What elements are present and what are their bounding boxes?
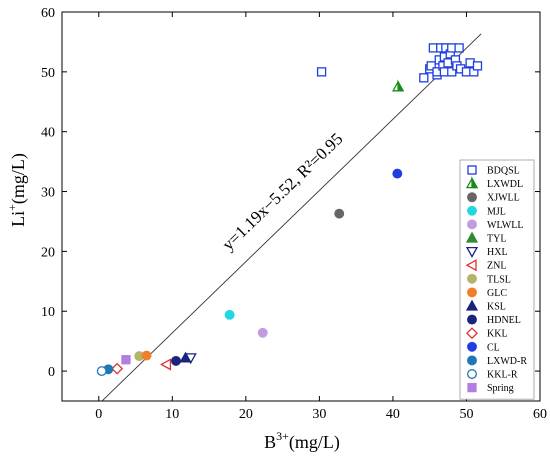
y-tick-label: 20	[41, 245, 55, 260]
legend-marker-kkl-r	[467, 369, 477, 379]
data-point-bdqsl	[472, 61, 483, 71]
y-axis-label: Li+(mg/L)	[5, 153, 29, 227]
legend-marker-lxwdl	[465, 176, 479, 189]
data-point-kkl	[111, 362, 124, 375]
legend-label-znl: ZNL	[487, 261, 506, 272]
legend-marker-glc	[467, 287, 477, 298]
legend-label-cl: CL	[487, 342, 500, 353]
data-point-znl	[160, 358, 172, 371]
legend-marker-bdqsl	[467, 165, 477, 175]
data-point-ksl	[179, 351, 192, 363]
legend-label-lxwdl: LXWDL	[487, 179, 523, 190]
legend-marker-cl	[467, 341, 477, 352]
legend-label-ksl: KSL	[487, 302, 506, 313]
x-tick-label: 50	[459, 407, 473, 422]
y-axis-label-sup: +	[5, 204, 19, 211]
data-point-cl	[392, 168, 403, 179]
legend-marker-ksl	[465, 299, 479, 311]
fit-line-equation: y=1.19x−5.52, R²=0.95	[218, 129, 346, 254]
legend-marker-tyl	[465, 231, 479, 243]
data-point-bdqsl	[447, 67, 457, 77]
x-axis-label-sup: 3+	[276, 429, 289, 443]
legend-label-lxwd-r: LXWD-R	[487, 356, 527, 367]
legend-label-bdqsl: BDQSL	[487, 166, 520, 177]
legend-marker-mjl	[467, 205, 477, 216]
legend-label-tyl: TYL	[487, 234, 506, 245]
legend-marker-tlsl	[467, 273, 477, 284]
legend-label-xjwll: XJWLL	[487, 193, 520, 204]
y-tick-label: 10	[41, 305, 55, 320]
data-point-xjwll	[334, 208, 345, 219]
legend-label-spring: Spring	[487, 383, 514, 394]
legend-label-wlwll: WLWLL	[487, 220, 523, 231]
x-tick-label: 10	[165, 407, 179, 422]
legend-label-kkl-r: KKL-R	[487, 370, 518, 381]
y-axis-label-unit: (mg/L)	[8, 153, 29, 204]
y-tick-label: 30	[41, 186, 55, 201]
fit-line	[102, 33, 482, 401]
y-axis-label-base: Li	[8, 211, 28, 227]
x-axis-label-base: B	[264, 432, 276, 452]
legend-label-hdnel: HDNEL	[487, 315, 521, 326]
legend: BDQSL LXWDL XJWLL MJL WLWLL TYL HXL ZNL TLSL GLC K…	[459, 159, 535, 400]
data-point-mjl	[224, 309, 235, 320]
legend-marker-hxl	[465, 246, 479, 258]
data-point-wlwll	[257, 327, 268, 338]
data-point-bdqsl	[454, 43, 464, 53]
x-tick-label: 30	[312, 407, 326, 422]
y-tick-label: 40	[41, 126, 55, 141]
x-axis-label-unit: (mg/L)	[289, 432, 340, 453]
plot-area-frame	[61, 11, 541, 402]
data-point-bdqsl	[419, 73, 429, 83]
legend-marker-lxwd-r	[467, 355, 477, 366]
y-tick-label: 60	[41, 6, 55, 21]
legend-marker-spring	[467, 382, 477, 393]
legend-label-tlsl: TLSL	[487, 274, 511, 285]
marker-half-fill	[471, 176, 479, 189]
x-tick-label: 60	[533, 407, 547, 422]
y-tick-label: 0	[48, 365, 55, 380]
legend-marker-wlwll	[467, 219, 477, 230]
x-tick-label: 20	[239, 407, 253, 422]
legend-label-hxl: HXL	[487, 247, 508, 258]
y-tick-label: 50	[41, 66, 55, 81]
legend-label-kkl: KKL	[487, 329, 508, 340]
legend-label-glc: GLC	[487, 288, 507, 299]
data-point-bdqsl	[316, 67, 327, 77]
data-point-lxwdl	[391, 79, 405, 92]
legend-marker-hdnel	[467, 314, 477, 325]
legend-label-mjl: MJL	[487, 206, 506, 217]
data-point-bdqsl	[426, 61, 436, 71]
x-tick-label: 40	[386, 407, 400, 422]
data-point-kkl-r	[96, 366, 107, 377]
x-axis-label: B3+(mg/L)	[264, 429, 340, 453]
legend-marker-znl	[465, 259, 477, 272]
marker-half-fill	[397, 79, 405, 92]
legend-marker-xjwll	[467, 192, 477, 203]
x-tick-label: 0	[95, 407, 102, 422]
data-point-spring	[121, 355, 131, 365]
data-point-glc	[141, 350, 152, 361]
data-point-hdnel	[171, 355, 181, 366]
legend-marker-kkl	[466, 327, 478, 340]
